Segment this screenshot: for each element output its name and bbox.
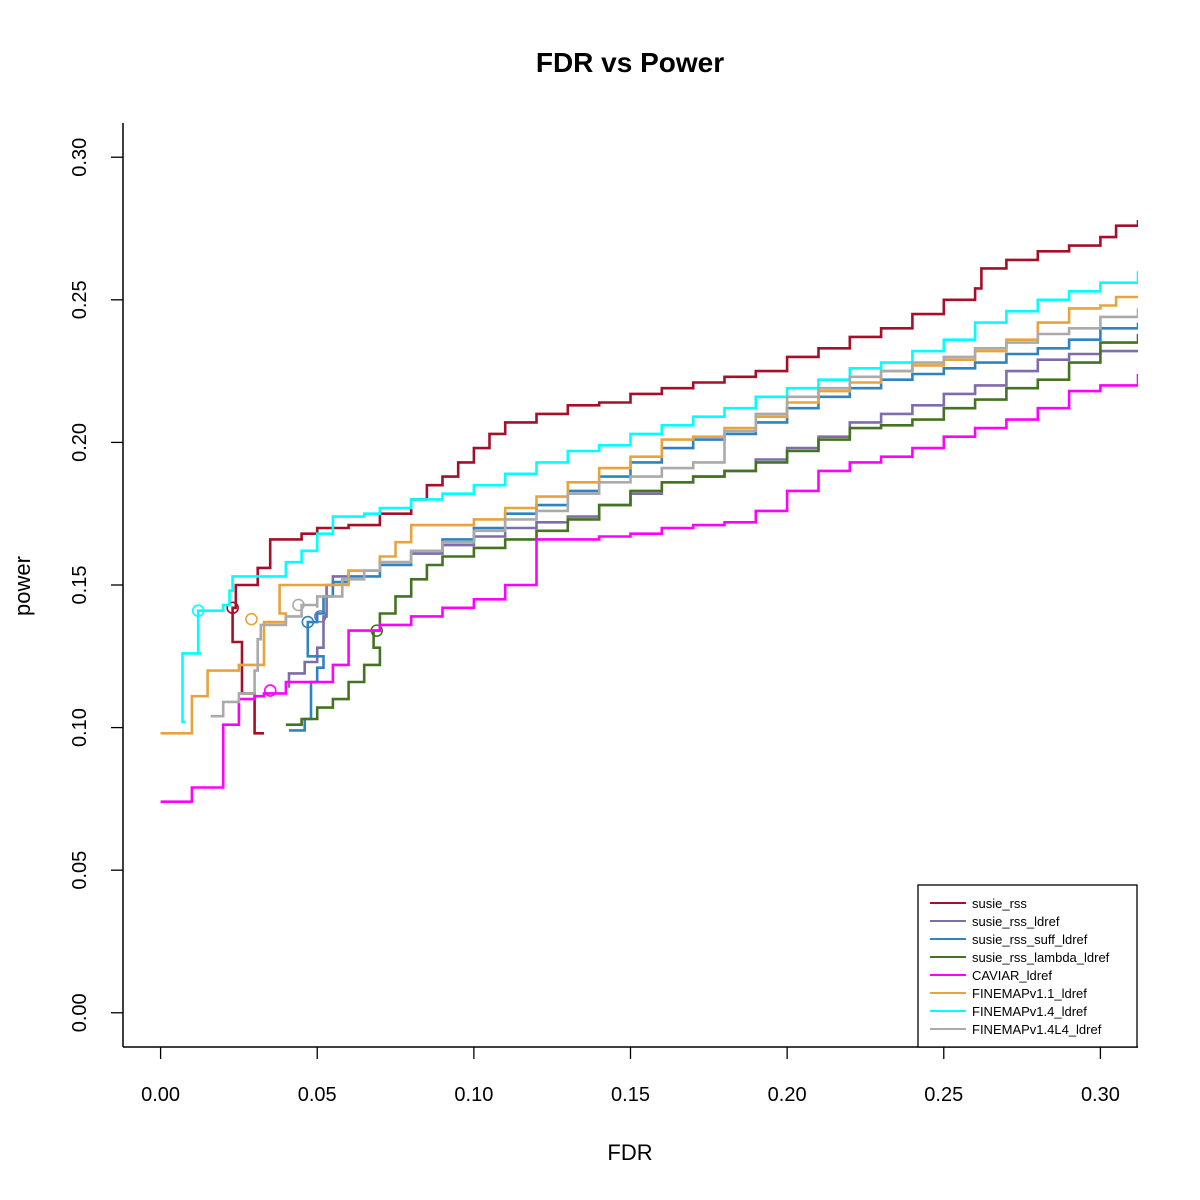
x-tick-label: 0.05 <box>298 1084 337 1106</box>
y-tick-label: 0.25 <box>69 280 91 319</box>
y-tick-label: 0.30 <box>69 138 91 177</box>
legend-label: CAVIAR_ldref <box>972 968 1052 983</box>
x-tick-label: 0.30 <box>1081 1084 1120 1106</box>
series-line-susie_rss <box>231 220 1138 735</box>
legend-label: susie_rss_suff_ldref <box>972 932 1088 947</box>
series-line-FINEMAPv1.4_ldref <box>181 271 1138 724</box>
x-tick-label: 0.10 <box>454 1084 493 1106</box>
y-tick-label: 0.20 <box>69 423 91 462</box>
y-tick-label: 0.15 <box>69 566 91 605</box>
x-tick-label: 0.15 <box>611 1084 650 1106</box>
plot-area: 0.00 0.05 0.10 0.15 0.20 0.25 0.30 0.00 0.05 0.10… <box>69 123 1138 1106</box>
series-marker-FINEMAPv1.4L4_ldref <box>292 598 305 612</box>
y-axis-title: power <box>10 556 35 616</box>
y-tick-label: 0.05 <box>69 851 91 890</box>
legend-label: FINEMAPv1.4_ldref <box>972 1004 1087 1019</box>
x-tick-label: 0.20 <box>768 1084 807 1106</box>
legend-label: susie_rss <box>972 896 1027 911</box>
series-line-FINEMAPv1.4L4_ldref <box>210 308 1138 718</box>
legend-label: FINEMAPv1.1_ldref <box>972 986 1087 1001</box>
chart-title: FDR vs Power <box>536 47 724 78</box>
legend: susie_rss susie_rss_ldref susie_rss_suff_l… <box>917 884 1138 1048</box>
series-marker-FINEMAPv1.1_ldref <box>245 612 258 626</box>
series-line-CAVIAR_ldref <box>160 374 1138 803</box>
legend-label: susie_rss_ldref <box>972 914 1060 929</box>
series-lines <box>160 220 1138 803</box>
series-marker-FINEMAPv1.4_ldref <box>191 604 205 617</box>
series-marker-susie_rss <box>226 601 239 615</box>
series-marker-CAVIAR_ldref <box>263 684 277 697</box>
legend-label: FINEMAPv1.4L4_ldref <box>972 1022 1102 1037</box>
x-tick-label: 0.00 <box>141 1084 180 1106</box>
x-axis-title: FDR <box>607 1140 652 1165</box>
y-tick-label: 0.00 <box>69 993 91 1032</box>
series-line-susie_rss_lambda_ldref <box>285 334 1138 726</box>
series-marker-susie_rss_ldref <box>314 610 327 623</box>
legend-box <box>917 884 1138 1048</box>
series-marker-susie_rss_suff_ldref <box>301 615 315 629</box>
y-tick-label: 0.10 <box>69 708 91 747</box>
legend-label: susie_rss_lambda_ldref <box>972 950 1110 965</box>
x-tick-label: 0.25 <box>924 1084 963 1106</box>
